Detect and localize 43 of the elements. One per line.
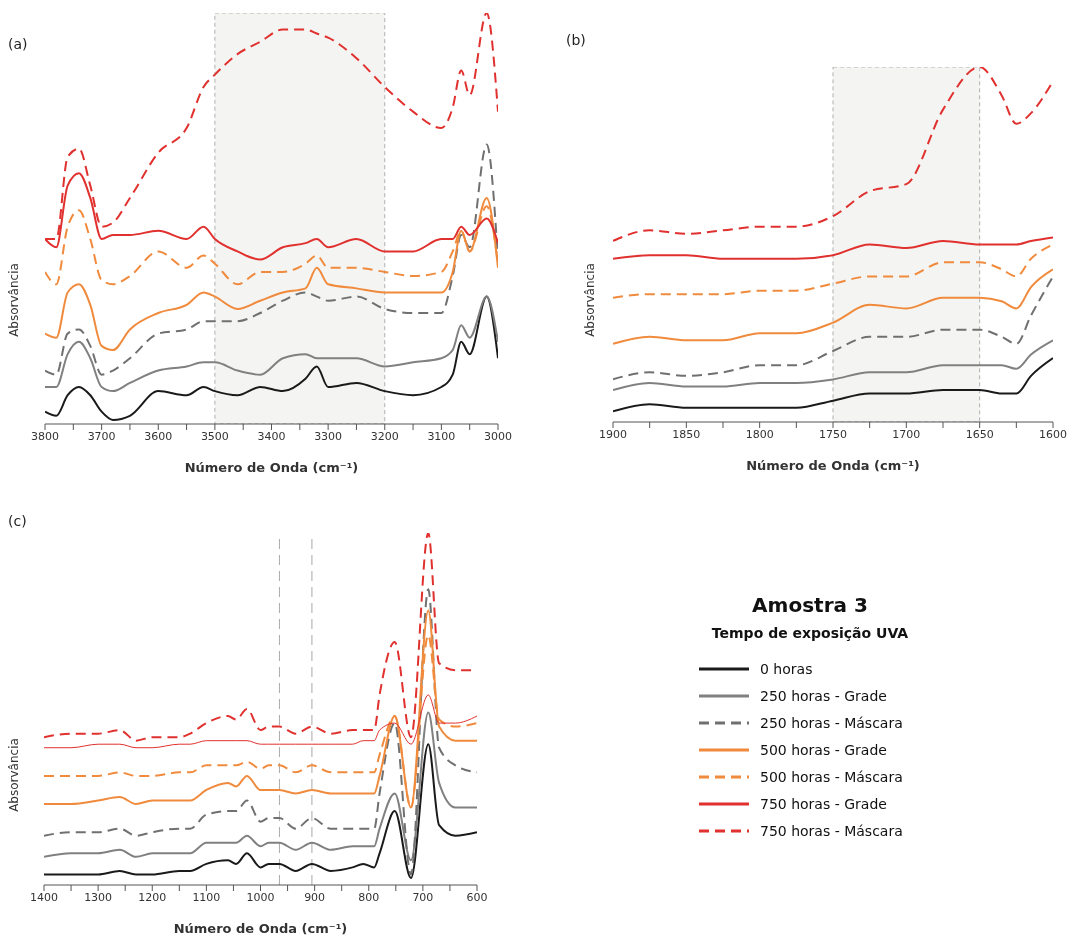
x-tick-label: 3800	[31, 429, 59, 443]
x-axis-title: Número de Onda (cm⁻¹)	[184, 460, 359, 475]
text: (a)	[8, 36, 28, 52]
x-tick-label: 1400	[30, 890, 58, 904]
x-tick-label: 700	[412, 890, 434, 904]
x-tick-label: 900	[304, 890, 326, 904]
x-tick-label: 3100	[427, 429, 456, 443]
x-tick-label: 3600	[144, 429, 173, 443]
legend-label: 500 horas - Grade	[760, 741, 887, 758]
legend-label: 500 horas - Máscara	[760, 768, 903, 785]
x-tick-label: 3700	[87, 429, 116, 443]
x-tick-label: 1850	[672, 427, 701, 441]
x-tick-label: 1000	[246, 890, 275, 904]
legend-label: 0 horas	[760, 660, 813, 677]
x-axis-title: Número de Onda (cm⁻¹)	[746, 458, 920, 473]
x-tick-label: 3000	[484, 429, 512, 443]
x-tick-label: 1100	[192, 890, 221, 904]
legend-label: 750 horas - Grade	[760, 795, 887, 812]
x-tick-label: 1650	[965, 427, 994, 441]
text: (c)	[8, 513, 27, 529]
legend-label: 250 horas - Grade	[760, 687, 887, 704]
x-tick-label: 800	[358, 890, 380, 904]
x-tick-label: 1800	[745, 427, 774, 441]
legend-label: 250 horas - Máscara	[760, 714, 903, 731]
x-axis-title: Número de Onda (cm⁻¹)	[173, 921, 348, 936]
text: (b)	[566, 32, 586, 48]
x-tick-label: 1750	[819, 427, 847, 441]
text: Amostra 3	[751, 593, 869, 617]
x-tick-label: 3400	[257, 429, 286, 443]
x-tick-label: 3200	[370, 429, 399, 443]
x-tick-label: 1200	[138, 890, 167, 904]
y-axis-title: Absorvância	[583, 263, 597, 337]
y-axis-title: Absorvância	[7, 263, 21, 337]
legend-title: Tempo de exposição UVA	[710, 625, 910, 641]
x-tick-label: 600	[466, 890, 488, 904]
y-axis-title: Absorvância	[7, 738, 21, 812]
x-tick-label: 1700	[892, 427, 921, 441]
x-tick-label: 1600	[1039, 427, 1067, 441]
x-tick-label: 1900	[599, 427, 627, 441]
x-tick-label: 3300	[314, 429, 343, 443]
x-tick-label: 3500	[200, 429, 229, 443]
legend-label: 750 horas - Máscara	[760, 822, 903, 839]
x-tick-label: 1300	[84, 890, 113, 904]
